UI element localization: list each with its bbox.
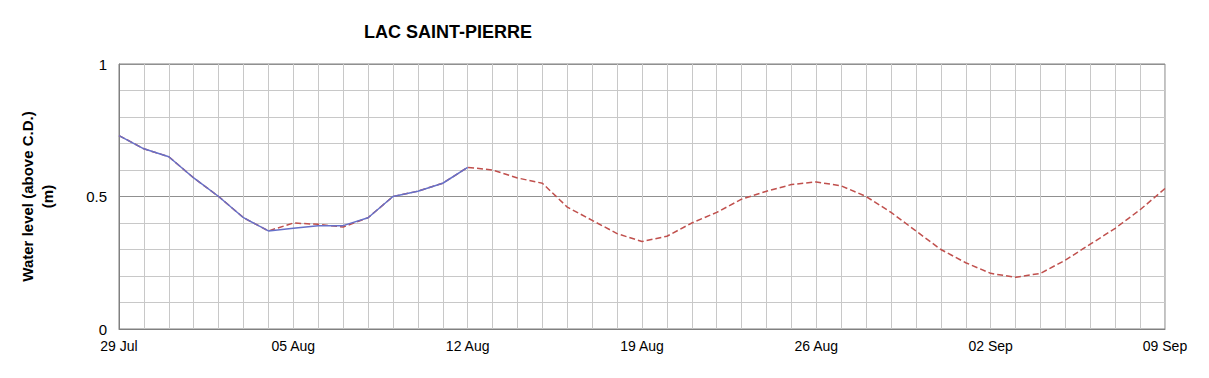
svg-text:05 Aug: 05 Aug	[272, 338, 316, 354]
svg-text:0: 0	[99, 321, 107, 338]
svg-text:LAC SAINT-PIERRE: LAC SAINT-PIERRE	[364, 22, 532, 42]
svg-text:12 Aug: 12 Aug	[446, 338, 490, 354]
svg-text:Water level (above C.D.): Water level (above C.D.)	[19, 111, 36, 281]
svg-text:19 Aug: 19 Aug	[620, 338, 664, 354]
svg-text:1: 1	[99, 56, 107, 73]
svg-text:(m): (m)	[39, 185, 56, 208]
svg-text:09 Sep: 09 Sep	[1143, 338, 1188, 354]
svg-text:29 Jul: 29 Jul	[100, 338, 137, 354]
svg-text:02 Sep: 02 Sep	[968, 338, 1013, 354]
svg-text:0.5: 0.5	[86, 188, 107, 205]
svg-text:26 Aug: 26 Aug	[795, 338, 839, 354]
